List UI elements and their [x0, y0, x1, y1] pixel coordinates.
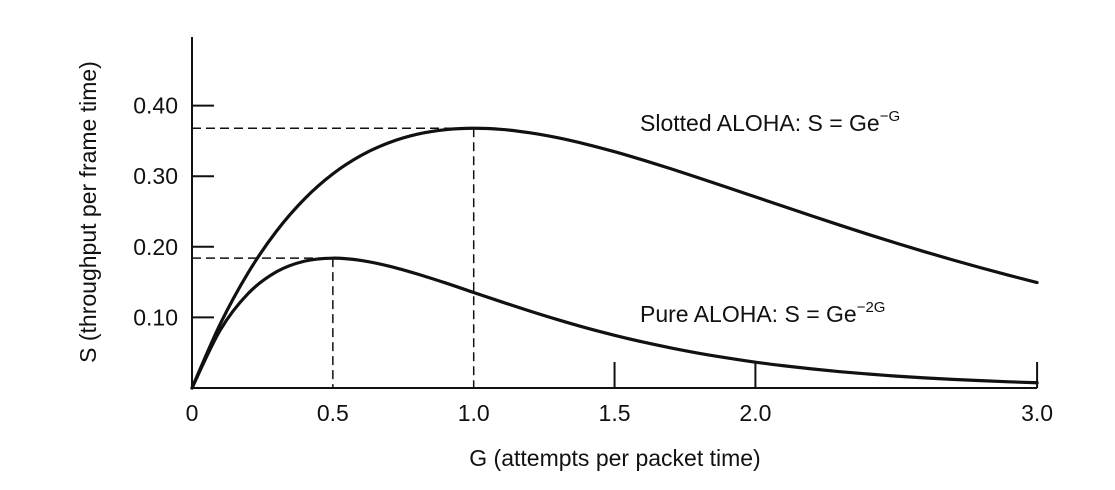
- axes: 0.10 0.20 0.30 0.40 0 0.5 1.0 1.5 2.0 3.0: [133, 37, 1053, 426]
- x-tick-label: 0.5: [317, 400, 349, 426]
- series-label-slotted-main: Slotted ALOHA: S = Ge: [640, 110, 880, 136]
- x-tick-label: 0: [186, 400, 199, 426]
- x-tick-label: 2.0: [739, 400, 771, 426]
- y-tick-label: 0.20: [133, 234, 178, 260]
- series-label-pure-exponent: −2G: [857, 299, 886, 316]
- series-label-pure-main: Pure ALOHA: S = Ge: [640, 301, 857, 327]
- y-tick-label: 0.10: [133, 304, 178, 330]
- x-axis-label: G (attempts per packet time): [469, 445, 760, 471]
- x-tick-label: 1.0: [458, 400, 490, 426]
- y-tick-label: 0.40: [133, 93, 178, 119]
- y-tick-label: 0.30: [133, 163, 178, 189]
- x-tick-label: 3.0: [1021, 400, 1053, 426]
- peak-guide-lines: [192, 127, 475, 388]
- series-label-slotted-exponent: −G: [880, 108, 900, 125]
- series-label-pure: Pure ALOHA: S = Ge−2G: [640, 299, 885, 327]
- x-tick-label: 1.5: [599, 400, 631, 426]
- slotted-aloha-curve: [190, 126, 1039, 390]
- curves: [190, 126, 1039, 390]
- pure-aloha-curve: [190, 256, 1039, 390]
- y-axis-label: S (throughput per frame time): [75, 61, 101, 363]
- series-label-slotted: Slotted ALOHA: S = Ge−G: [640, 108, 900, 136]
